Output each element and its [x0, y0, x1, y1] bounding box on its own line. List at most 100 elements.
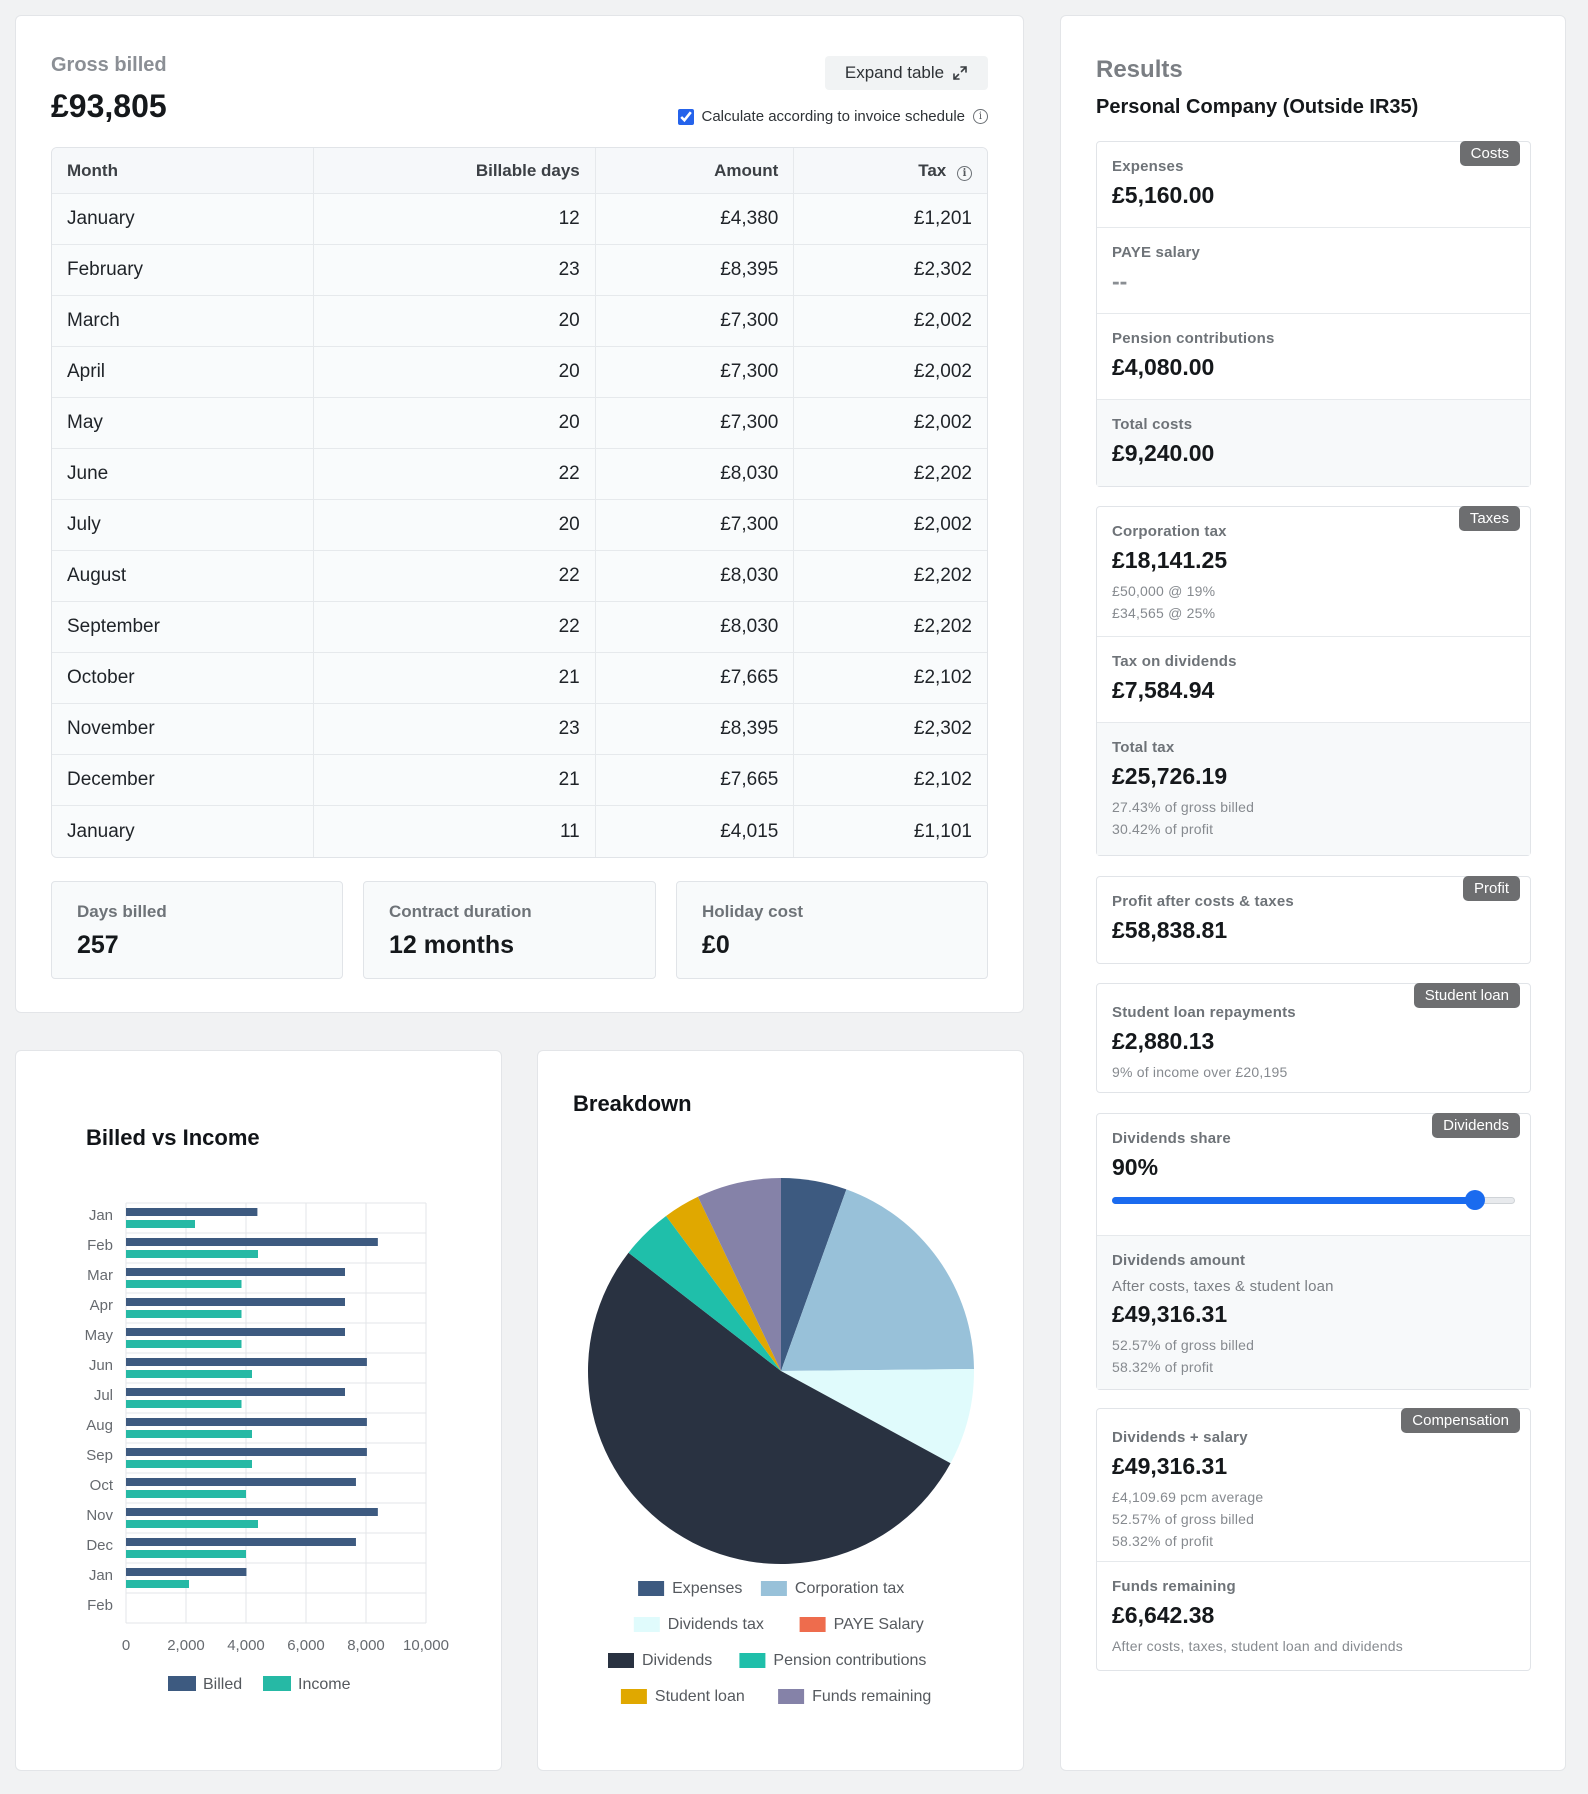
y-tick-label: Mar: [87, 1267, 113, 1284]
legend-swatch: [633, 1617, 660, 1632]
tax-info-icon[interactable]: i: [957, 165, 972, 181]
corporation-tax-note-2: £34,565 @ 25%: [1112, 605, 1216, 621]
gross-billed-label: Gross billed: [51, 54, 167, 76]
x-tick-label: 6,000: [287, 1637, 325, 1654]
bar-chart: 0 2,000 4,000 6,000 8,000 10,000 Jan Feb Mar Apr M…: [85, 1202, 449, 1693]
cell-amount: £7,300: [595, 398, 795, 449]
cell-month: November: [52, 704, 315, 755]
table-row: July 20 £7,300 £2,002: [52, 500, 987, 551]
bar-billed: [126, 1298, 345, 1306]
cell-amount: £8,395: [595, 704, 795, 755]
bar-income: [126, 1310, 242, 1318]
x-tick-label: 8,000: [347, 1637, 385, 1654]
pie-chart: Expenses Corporation tax Dividends tax PAYE…: [587, 1178, 974, 1705]
expand-table-button[interactable]: Expand table: [825, 56, 988, 90]
pie-slice-corporation-tax: [781, 1189, 974, 1371]
slider-fill: [1112, 1197, 1475, 1204]
dividends-salary-note-3: 58.32% of profit: [1112, 1533, 1214, 1549]
cell-billable-days: 20: [314, 347, 596, 398]
cell-tax: £2,202: [794, 602, 987, 653]
table-row: December 21 £7,665 £2,102: [52, 755, 987, 806]
table-row: April 20 £7,300 £2,002: [52, 347, 987, 398]
profit-badge: Profit: [1462, 876, 1520, 901]
total-costs-label: Total costs: [1112, 416, 1193, 433]
student-loan-badge: Student loan: [1413, 983, 1520, 1008]
corporation-tax-note-1: £50,000 @ 19%: [1112, 583, 1216, 599]
table-row: January 12 £4,380 £1,201: [52, 194, 987, 245]
y-tick-label: Jun: [89, 1357, 113, 1374]
profit-group: Profit Profit after costs & taxes £58,83…: [1096, 876, 1531, 964]
y-tick-label: Feb: [87, 1237, 113, 1254]
pie-slice-expenses: [781, 1178, 847, 1371]
legend-swatch: [168, 1676, 196, 1691]
bar-billed: [126, 1448, 367, 1456]
dividends-share-value: 90%: [1112, 1154, 1159, 1180]
dividends-amount-subtitle: After costs, taxes & student loan: [1112, 1278, 1334, 1295]
cell-amount: £4,015: [595, 806, 795, 857]
legend-swatch: [620, 1689, 647, 1704]
cell-billable-days: 22: [314, 602, 596, 653]
invoice-schedule-toggle[interactable]: Calculate according to invoice schedule …: [677, 108, 988, 125]
cell-tax: £2,202: [794, 449, 987, 500]
invoice-schedule-checkbox[interactable]: [677, 108, 694, 125]
x-tick-label: 2,000: [167, 1637, 205, 1654]
cell-amount: £8,030: [595, 551, 795, 602]
contract-duration-label: Contract duration: [389, 902, 532, 921]
bar-billed: [126, 1328, 345, 1336]
dividends-share-slider[interactable]: [1112, 1189, 1515, 1211]
dividends-share-item: Dividends share 90%: [1097, 1114, 1530, 1236]
dividends-salary-value: £49,316.31: [1112, 1453, 1228, 1479]
y-tick-label: Feb: [87, 1597, 113, 1614]
bar-income: [126, 1400, 242, 1408]
cell-amount: £7,665: [595, 755, 795, 806]
breakdown-card: Breakdown Expenses Corporation tax Dividen…: [537, 1050, 1024, 1771]
pie-slice-student-loan: [666, 1196, 781, 1371]
table-row: February 23 £8,395 £2,302: [52, 245, 987, 296]
bar-income: [126, 1280, 242, 1288]
costs-badge: Costs: [1459, 141, 1520, 166]
holiday-cost-box: Holiday cost £0: [676, 881, 988, 979]
dividends-salary-note-1: £4,109.69 pcm average: [1112, 1489, 1264, 1505]
cell-billable-days: 22: [314, 449, 596, 500]
bar-billed: [126, 1388, 345, 1396]
y-tick-label: Apr: [90, 1297, 113, 1314]
y-tick-label: May: [85, 1327, 114, 1344]
y-tick-label: Sep: [86, 1447, 113, 1464]
bar-income: [126, 1520, 258, 1528]
header-billable-days: Billable days: [314, 148, 596, 194]
bar-chart-title: Billed vs Income: [86, 1125, 260, 1150]
legend-swatch: [799, 1617, 826, 1632]
y-tick-label: Jan: [89, 1207, 113, 1224]
bar-income: [126, 1550, 246, 1558]
funds-remaining-value: £6,642.38: [1112, 1602, 1215, 1628]
y-tick-label: Dec: [86, 1537, 113, 1554]
table-row: September 22 £8,030 £2,202: [52, 602, 987, 653]
contract-duration-value: 12 months: [389, 931, 515, 959]
total-costs-item: Total costs £9,240.00: [1097, 400, 1530, 486]
cell-amount: £4,380: [595, 194, 795, 245]
compensation-group: Compensation Dividends + salary £49,316.…: [1096, 1408, 1531, 1671]
total-tax-label: Total tax: [1112, 739, 1175, 756]
cell-billable-days: 21: [314, 755, 596, 806]
cell-tax: £2,002: [794, 347, 987, 398]
total-tax-note-2: 30.42% of profit: [1112, 821, 1214, 837]
profit-label: Profit after costs & taxes: [1112, 893, 1294, 910]
legend-swatch: [638, 1581, 665, 1596]
cell-billable-days: 21: [314, 653, 596, 704]
bar-billed: [126, 1478, 356, 1486]
expand-icon: [953, 66, 967, 80]
info-icon[interactable]: i: [973, 109, 988, 124]
legend-swatch: [263, 1676, 291, 1691]
bar-billed: [126, 1418, 367, 1426]
funds-remaining-item: Funds remaining £6,642.38 After costs, t…: [1097, 1562, 1530, 1670]
legend-label: Corporation tax: [795, 1580, 904, 1597]
slider-thumb[interactable]: [1464, 1190, 1485, 1210]
results-title: Results: [1096, 56, 1183, 83]
total-costs-value: £9,240.00: [1112, 440, 1215, 466]
pie-slice-pension-contributions: [628, 1215, 781, 1371]
x-tick-label: 10,000: [403, 1637, 449, 1654]
y-tick-label: Jul: [94, 1387, 113, 1404]
dividends-amount-note-2: 58.32% of profit: [1112, 1359, 1214, 1375]
cell-billable-days: 23: [314, 704, 596, 755]
results-card: Results Personal Company (Outside IR35) …: [1060, 15, 1566, 1771]
